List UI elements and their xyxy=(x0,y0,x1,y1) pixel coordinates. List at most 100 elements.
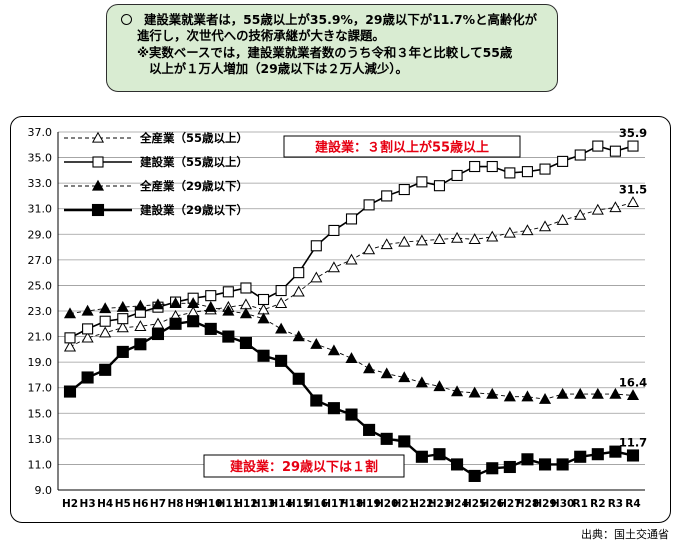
x-tick-label: H16 xyxy=(305,498,328,510)
legend-label: 建設業（55歳以上） xyxy=(140,155,248,169)
data-point xyxy=(380,238,393,250)
data-point xyxy=(257,293,270,306)
circle-bullet-icon xyxy=(121,14,132,25)
data-point xyxy=(345,352,358,363)
data-point xyxy=(416,176,428,188)
data-point xyxy=(345,253,358,265)
data-point xyxy=(451,458,464,471)
x-tick-label: R1 xyxy=(573,498,588,510)
x-tick-label: R4 xyxy=(625,498,640,510)
data-point xyxy=(574,387,587,399)
data-point xyxy=(521,453,534,466)
data-point xyxy=(99,302,112,314)
callout-box xyxy=(283,135,521,158)
data-point xyxy=(134,299,147,311)
data-point xyxy=(99,363,112,376)
data-point xyxy=(63,340,77,352)
x-tick-label: H10 xyxy=(199,498,222,510)
data-point xyxy=(626,389,640,401)
data-point xyxy=(451,169,463,182)
data-point xyxy=(310,271,323,283)
data-point xyxy=(257,312,270,324)
x-tick-label: H12 xyxy=(234,498,257,510)
data-point xyxy=(468,469,481,482)
data-point xyxy=(222,286,234,298)
data-point xyxy=(381,190,393,202)
callout-text: 建設業：３割以上が55歳以上 xyxy=(315,140,489,156)
x-tick-label: H27 xyxy=(498,498,521,510)
data-point xyxy=(169,317,182,330)
data-point xyxy=(486,387,499,399)
data-point xyxy=(99,326,112,338)
y-tick-label: 31.0 xyxy=(28,203,53,216)
data-point xyxy=(345,408,358,421)
y-tick-label: 21.0 xyxy=(28,331,53,344)
data-point xyxy=(503,390,516,402)
data-point xyxy=(433,233,446,245)
data-point xyxy=(99,315,111,327)
data-point xyxy=(239,336,252,350)
data-point xyxy=(380,367,393,379)
data-point xyxy=(415,234,428,246)
summary-box: 建設業就業者は，55歳以上が35.9%，29歳以下が11.7%と高齢化が 進行し… xyxy=(106,4,558,92)
data-point xyxy=(205,290,217,302)
data-point xyxy=(81,331,94,343)
data-point xyxy=(433,180,446,192)
summary-text-1: 建設業就業者は，55歳以上が35.9%，29歳以下が11.7%と高齢化が xyxy=(144,12,538,27)
data-point xyxy=(451,385,464,397)
data-point xyxy=(363,423,376,436)
data-point xyxy=(204,300,217,312)
data-point xyxy=(81,371,94,384)
data-point xyxy=(187,306,200,317)
data-point xyxy=(327,344,340,356)
data-point xyxy=(134,320,147,332)
data-point xyxy=(222,330,235,343)
data-point xyxy=(556,458,569,471)
y-tick-label: 23.0 xyxy=(28,305,53,318)
series-line-2 xyxy=(69,302,634,400)
x-tick-label: H19 xyxy=(357,498,380,510)
data-point xyxy=(451,231,464,243)
data-point xyxy=(626,196,640,207)
data-point xyxy=(609,445,622,458)
x-tick-label: H28 xyxy=(516,498,539,510)
data-point xyxy=(557,155,569,167)
data-point xyxy=(521,390,534,402)
data-point xyxy=(151,327,165,341)
data-point xyxy=(380,432,393,445)
data-point xyxy=(574,149,586,161)
data-point xyxy=(433,380,446,392)
data-point xyxy=(468,386,481,398)
data-point xyxy=(503,226,516,238)
y-tick-label: 35.0 xyxy=(28,152,53,165)
summary-line-2: 進行し，次世代への技術承継が大きな課題。 xyxy=(137,28,385,44)
data-point xyxy=(503,460,516,474)
x-tick-label: H6 xyxy=(132,498,148,510)
y-tick-label: 29.0 xyxy=(28,228,53,241)
data-point xyxy=(204,322,217,335)
summary-line-4: 以上が１万人増加（29歳以下は２万人減少）。 xyxy=(149,61,408,77)
data-point xyxy=(275,284,287,297)
legend-label: 全産業（29歳以下） xyxy=(139,179,248,193)
data-point xyxy=(398,435,411,448)
data-point xyxy=(293,267,305,279)
data-point xyxy=(363,362,376,374)
x-tick-label: H3 xyxy=(80,498,96,510)
y-tick-label: 13.0 xyxy=(28,433,53,446)
data-point xyxy=(292,372,305,385)
x-tick-label: H14 xyxy=(269,498,292,510)
x-tick-label: H13 xyxy=(252,498,275,510)
data-point xyxy=(310,240,322,252)
data-point xyxy=(574,450,587,463)
data-point xyxy=(433,448,446,461)
data-point xyxy=(626,449,640,462)
y-tick-label: 11.0 xyxy=(28,458,53,471)
data-point xyxy=(538,458,552,471)
end-value-label: 16.4 xyxy=(619,375,647,389)
data-point xyxy=(469,160,481,173)
data-point xyxy=(328,224,340,236)
data-point xyxy=(187,315,200,328)
legend-label: 建設業（29歳以下） xyxy=(140,203,248,217)
data-point xyxy=(609,201,622,213)
